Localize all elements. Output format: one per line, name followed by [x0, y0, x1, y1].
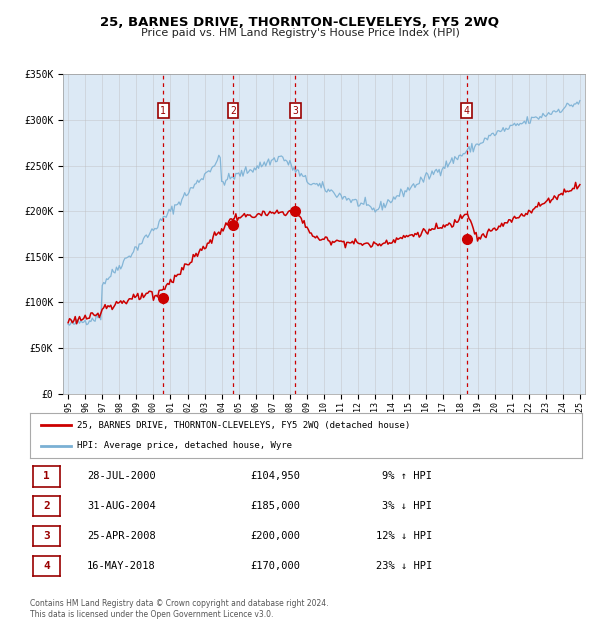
Text: 2: 2 [43, 501, 50, 512]
Text: 3: 3 [292, 106, 298, 116]
Text: £185,000: £185,000 [250, 501, 300, 512]
Text: £104,950: £104,950 [250, 471, 300, 482]
Text: 3: 3 [43, 531, 50, 541]
Text: 25, BARNES DRIVE, THORNTON-CLEVELEYS, FY5 2WQ (detached house): 25, BARNES DRIVE, THORNTON-CLEVELEYS, FY… [77, 420, 410, 430]
Text: 1: 1 [43, 471, 50, 482]
Text: £170,000: £170,000 [250, 560, 300, 571]
Text: 12% ↓ HPI: 12% ↓ HPI [376, 531, 432, 541]
Text: 28-JUL-2000: 28-JUL-2000 [87, 471, 156, 482]
Text: 25-APR-2008: 25-APR-2008 [87, 531, 156, 541]
Text: £200,000: £200,000 [250, 531, 300, 541]
Text: Contains HM Land Registry data © Crown copyright and database right 2024.
This d: Contains HM Land Registry data © Crown c… [30, 600, 329, 619]
Text: 4: 4 [43, 560, 50, 571]
Text: 2: 2 [230, 106, 236, 116]
Text: 3% ↓ HPI: 3% ↓ HPI [382, 501, 432, 512]
Text: 31-AUG-2004: 31-AUG-2004 [87, 501, 156, 512]
Text: Price paid vs. HM Land Registry's House Price Index (HPI): Price paid vs. HM Land Registry's House … [140, 28, 460, 38]
Text: 25, BARNES DRIVE, THORNTON-CLEVELEYS, FY5 2WQ: 25, BARNES DRIVE, THORNTON-CLEVELEYS, FY… [101, 16, 499, 29]
Text: HPI: Average price, detached house, Wyre: HPI: Average price, detached house, Wyre [77, 441, 292, 450]
Text: 4: 4 [464, 106, 470, 116]
Text: 1: 1 [160, 106, 166, 116]
Text: 9% ↑ HPI: 9% ↑ HPI [382, 471, 432, 482]
Text: 16-MAY-2018: 16-MAY-2018 [87, 560, 156, 571]
Text: 23% ↓ HPI: 23% ↓ HPI [376, 560, 432, 571]
